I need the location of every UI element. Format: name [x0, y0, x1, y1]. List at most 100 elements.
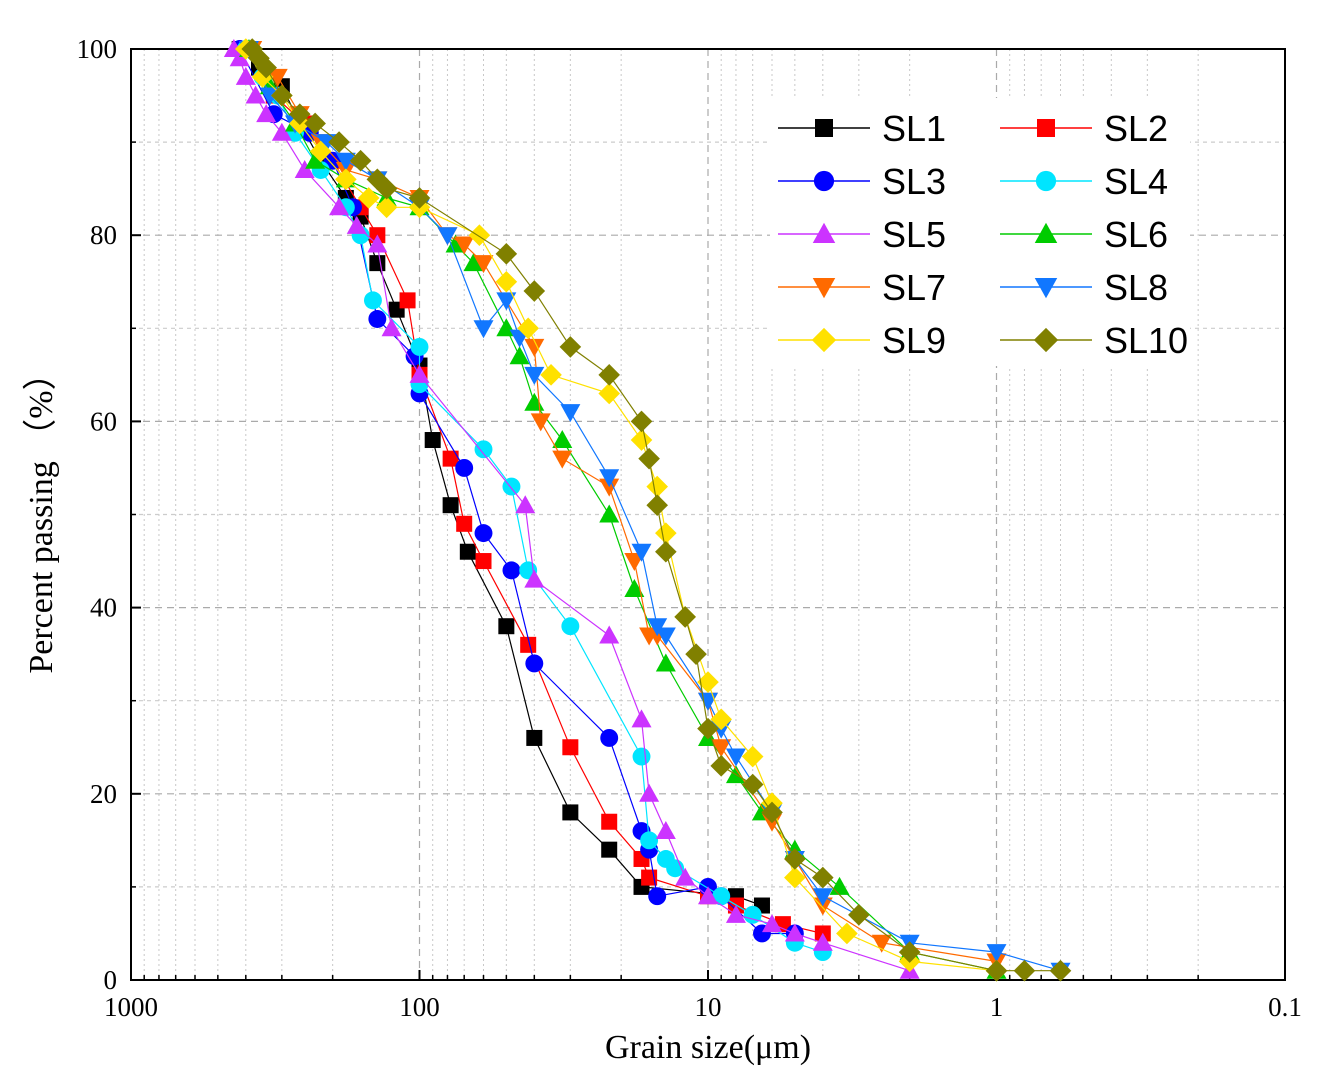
- x-tick-label: 1: [990, 992, 1004, 1022]
- data-point-sl3: [368, 310, 387, 328]
- data-point-sl7: [524, 338, 545, 357]
- y-tick-label: 0: [104, 965, 118, 995]
- data-point-sl8: [560, 404, 581, 423]
- data-point-sl7: [454, 236, 475, 255]
- data-point-sl8: [437, 227, 458, 246]
- legend-label-sl6: SL6: [1104, 214, 1168, 255]
- data-point-sl10: [288, 103, 311, 125]
- data-point-sl10: [710, 755, 733, 777]
- data-point-sl1: [459, 543, 476, 560]
- data-point-sl10: [304, 112, 326, 135]
- data-point-sl5: [367, 234, 388, 253]
- data-point-sl8: [473, 320, 494, 339]
- data-point-sl9: [357, 187, 380, 209]
- data-point-sl1: [562, 804, 579, 821]
- data-point-sl8: [812, 888, 833, 907]
- data-point-sl7: [473, 255, 494, 274]
- data-point-sl7: [552, 450, 573, 469]
- data-point-sl5: [655, 821, 676, 840]
- data-point-sl10: [848, 904, 870, 926]
- legend-marker-sl1: [815, 119, 833, 137]
- legend-label-sl8: SL8: [1104, 267, 1168, 308]
- legend-item-sl9: SL9: [778, 320, 946, 361]
- x-tick-label: 1000: [104, 992, 158, 1022]
- data-point-sl3: [502, 561, 521, 580]
- data-point-sl6: [829, 876, 850, 895]
- data-point-sl6: [445, 234, 466, 253]
- data-point-sl9: [540, 364, 562, 386]
- data-point-sl10: [697, 717, 719, 740]
- data-point-sl10: [761, 801, 783, 824]
- data-point-sl9: [710, 708, 733, 731]
- y-tick-label: 100: [77, 34, 118, 64]
- data-point-sl7: [599, 478, 620, 497]
- data-point-sl7: [711, 739, 732, 758]
- legend-item-sl3: SL3: [778, 161, 946, 202]
- legend-label-sl5: SL5: [882, 214, 946, 255]
- data-point-sl4: [712, 887, 731, 906]
- legend-label-sl4: SL4: [1104, 161, 1168, 202]
- data-point-sl5: [346, 215, 367, 234]
- data-point-sl5: [631, 709, 652, 728]
- data-point-sl8: [496, 292, 517, 311]
- data-point-sl9: [697, 671, 719, 693]
- data-point-sl9: [741, 745, 764, 768]
- legend-item-sl8: SL8: [1000, 267, 1168, 308]
- y-tick-label: 20: [90, 779, 117, 809]
- data-point-sl2: [475, 553, 492, 570]
- data-point-sl8: [599, 469, 620, 488]
- data-point-sl5: [271, 122, 292, 141]
- data-point-sl10: [1049, 959, 1072, 982]
- data-point-sl1: [369, 255, 386, 272]
- data-point-sl5: [256, 104, 277, 123]
- data-point-sl4: [640, 831, 659, 850]
- data-point-sl4: [474, 440, 493, 459]
- data-point-sl9: [517, 317, 539, 340]
- data-point-sl2: [601, 813, 618, 830]
- legend-marker-sl2: [1037, 119, 1055, 137]
- data-point-sl10: [598, 364, 621, 386]
- legend-item-sl2: SL2: [1000, 108, 1168, 149]
- data-point-sl5: [639, 783, 660, 802]
- data-point-sl10: [638, 447, 660, 470]
- legend-marker-sl8: [1034, 278, 1058, 299]
- legend-item-sl5: SL5: [778, 214, 946, 255]
- data-point-sl5: [812, 932, 833, 951]
- legend-marker-sl10: [1033, 327, 1059, 353]
- data-point-sl2: [520, 636, 537, 653]
- data-point-sl10: [271, 84, 293, 107]
- data-point-sl8: [655, 627, 676, 646]
- data-point-sl10: [741, 773, 764, 796]
- y-axis-title: Percent passing （%）: [22, 356, 60, 673]
- y-tick-label: 80: [90, 220, 117, 250]
- legend-item-sl1: SL1: [778, 108, 946, 149]
- series-sl5: [223, 39, 920, 979]
- data-point-sl5: [762, 914, 783, 933]
- legend-item-sl6: SL6: [1000, 214, 1168, 255]
- data-point-sl1: [498, 618, 515, 635]
- data-point-sl3: [600, 728, 619, 747]
- data-point-sl2: [399, 292, 416, 309]
- data-point-sl1: [526, 729, 543, 746]
- data-point-sl8: [631, 543, 652, 562]
- legend-marker-sl9: [811, 327, 837, 353]
- data-point-sl3: [455, 458, 474, 477]
- data-point-sl10: [375, 177, 398, 200]
- data-point-sl10: [523, 280, 546, 302]
- data-point-sl2: [562, 739, 579, 756]
- series-line-sl4: [245, 48, 823, 953]
- data-point-sl10: [495, 243, 518, 265]
- legend-label-sl7: SL7: [882, 267, 946, 308]
- data-point-sl10: [655, 540, 677, 563]
- x-axis-title: Grain size(μm): [605, 1029, 811, 1066]
- data-point-sl7: [530, 413, 551, 432]
- data-point-sl9: [836, 922, 858, 945]
- y-tick-label: 40: [90, 593, 117, 623]
- data-point-sl10: [646, 494, 668, 516]
- legend-label-sl9: SL9: [882, 320, 946, 361]
- ticks-layer: 1000 100 10 1 0.1 0 20 40 60 80 100: [77, 34, 1302, 1022]
- legend-label-sl1: SL1: [882, 108, 946, 149]
- data-point-sl4: [363, 291, 382, 310]
- data-point-sl1: [424, 432, 441, 449]
